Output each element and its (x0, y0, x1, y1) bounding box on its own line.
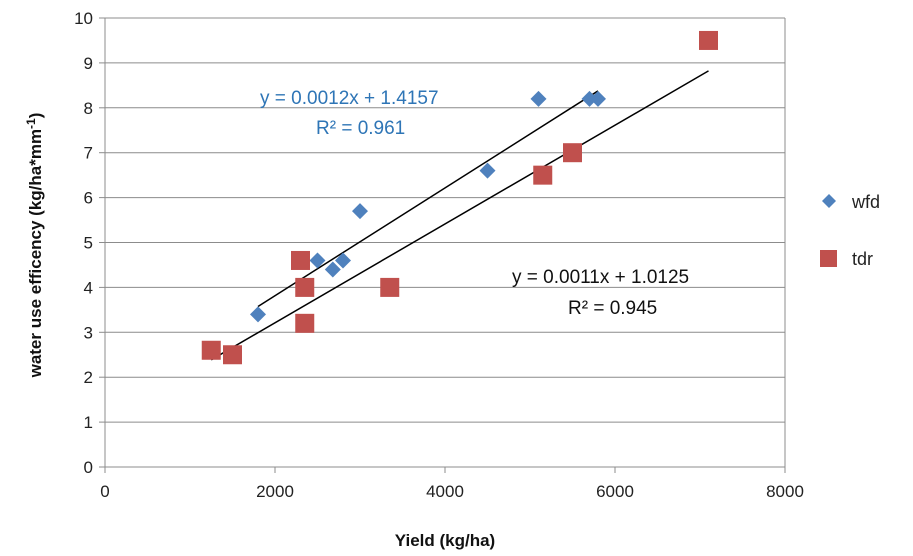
point-wfd (250, 306, 266, 323)
tdr-r2-label: R² = 0.945 (568, 298, 657, 319)
y-axis-title-main: water use efficency (kg/ha*mm (26, 129, 45, 378)
legend-label-wfd: wfd (851, 192, 880, 212)
legend-item-tdr: tdr (820, 249, 873, 269)
axis-layer: 0 1 2 3 4 5 6 7 8 9 10 0 2000 4000 6000 8000 (74, 9, 804, 501)
point-tdr (533, 165, 553, 185)
point-tdr (291, 250, 310, 270)
point-tdr (380, 277, 400, 297)
x-tick-label: 0 (100, 482, 109, 501)
legend-label-tdr: tdr (852, 249, 873, 269)
point-tdr (699, 30, 718, 50)
y-tick-label: 0 (84, 458, 93, 477)
y-tick-label: 10 (74, 9, 93, 28)
y-tick-label: 1 (84, 413, 93, 432)
y-axis-title: water use efficency (kg/ha*mm-1) (24, 113, 45, 379)
trendline-tdr (210, 70, 709, 361)
point-wfd (309, 252, 326, 269)
y-axis-title-superscript: -1 (24, 118, 38, 129)
wfd-r2-label: R² = 0.961 (316, 118, 405, 139)
legend: wfd tdr (820, 192, 880, 269)
y-tick-label: 2 (84, 368, 93, 387)
points-layer (201, 30, 718, 365)
grid-layer (105, 17, 786, 468)
y-tick-label: 6 (84, 189, 93, 208)
point-wfd (530, 90, 547, 107)
legend-marker-wfd (822, 194, 836, 208)
y-tick-label: 7 (84, 144, 93, 163)
y-tick-label: 9 (84, 54, 93, 73)
trendline-wfd (257, 90, 599, 308)
point-wfd (581, 90, 598, 107)
legend-marker-tdr (820, 250, 837, 267)
trendline-layer (210, 70, 709, 361)
point-tdr (295, 313, 315, 333)
legend-item-wfd: wfd (822, 192, 880, 212)
point-tdr (563, 143, 582, 163)
y-tick-label: 3 (84, 323, 93, 342)
point-wfd (590, 90, 606, 107)
y-axis-title-close: ) (26, 113, 45, 119)
x-tick-label: 2000 (256, 482, 294, 501)
x-tick-label: 8000 (766, 482, 804, 501)
tdr-equation-label: y = 0.0011x + 1.0125 (512, 267, 689, 288)
x-tick-label: 6000 (596, 482, 634, 501)
x-axis-title: Yield (kg/ha) (395, 531, 495, 550)
wfd-equation-label: y = 0.0012x + 1.4157 (260, 88, 439, 109)
y-tick-label: 8 (84, 99, 93, 118)
point-wfd (479, 162, 496, 179)
point-tdr (295, 277, 315, 297)
x-tick-label: 4000 (426, 482, 464, 501)
point-tdr (201, 340, 221, 360)
y-tick-label: 5 (84, 234, 93, 253)
point-wfd (335, 252, 351, 269)
point-wfd (324, 261, 341, 278)
point-tdr (223, 345, 242, 365)
y-tick-label: 4 (84, 278, 93, 297)
point-wfd (352, 203, 368, 220)
